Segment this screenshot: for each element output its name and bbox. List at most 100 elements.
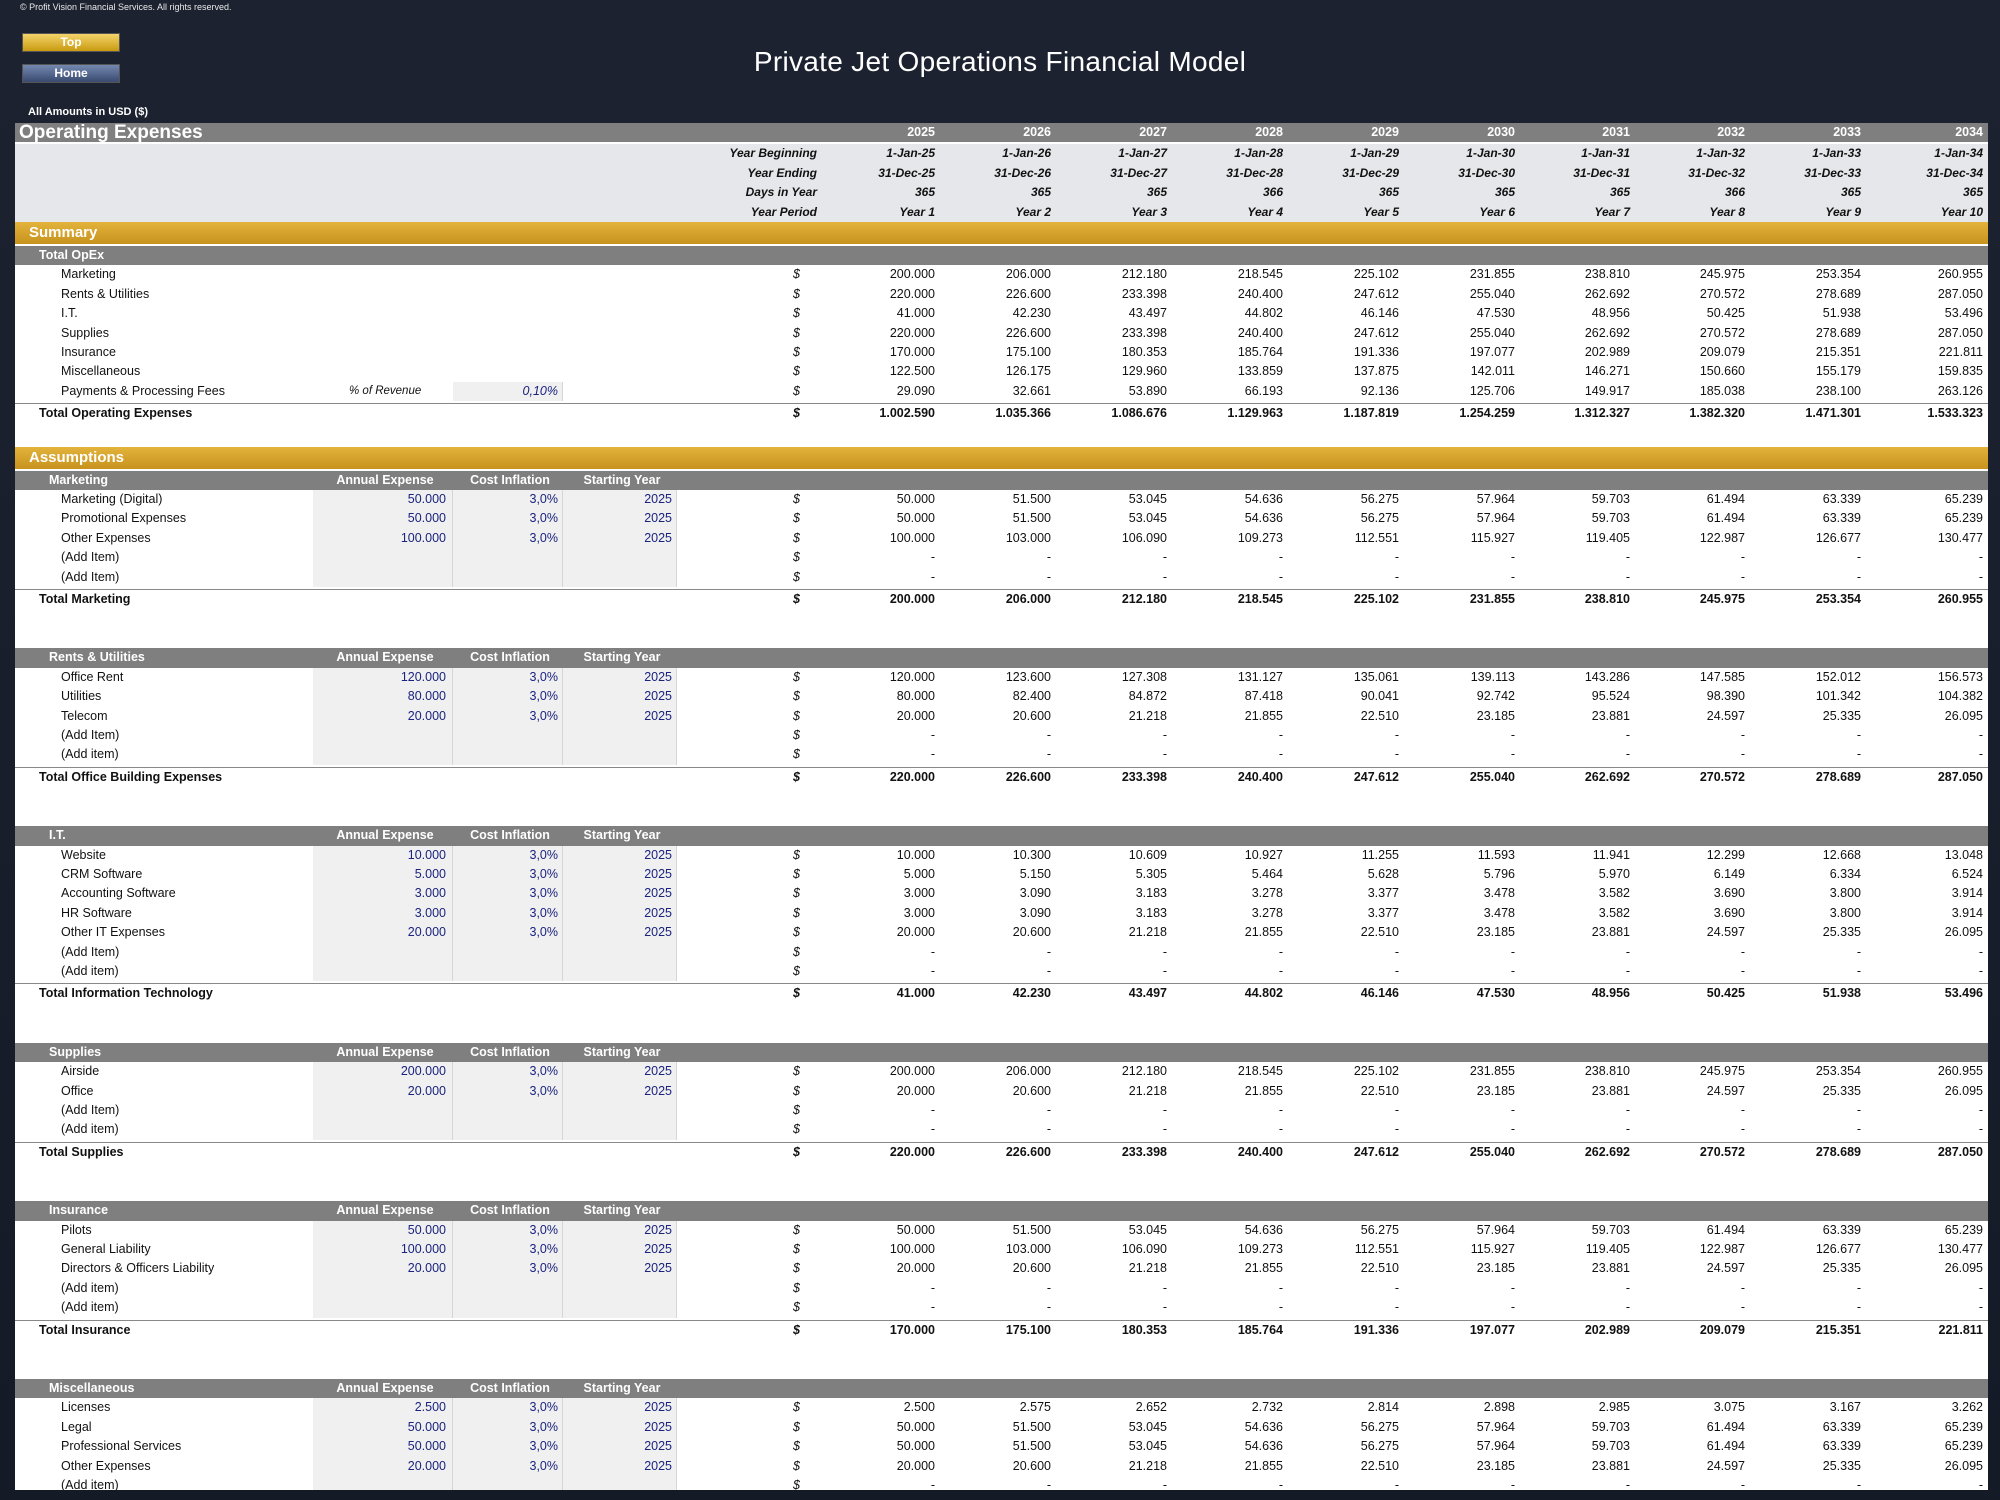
group-total-year-4[interactable]: 218.545	[1237, 592, 1283, 606]
group-total-year-8[interactable]: 209.079	[1699, 1322, 1745, 1337]
assumption-year-3[interactable]: -	[1162, 944, 1167, 959]
assumption-year-3[interactable]: -	[1162, 1300, 1167, 1315]
summary-year-2[interactable]: 32.661	[1012, 383, 1051, 398]
total-year-9[interactable]: 1.471.301	[1805, 406, 1861, 421]
group-total-year-2[interactable]: 206.000	[1005, 592, 1051, 606]
summary-year-6[interactable]: 125.706	[1469, 383, 1515, 398]
meta-year-1[interactable]: 1-Jan-25	[886, 146, 935, 161]
starting-year-input[interactable]: 2025	[563, 1062, 677, 1082]
assumption-year-8[interactable]: 24.597	[1706, 708, 1745, 723]
assumption-year-5[interactable]: -	[1394, 569, 1399, 584]
assumption-year-5[interactable]: -	[1394, 550, 1399, 565]
assumption-year-6[interactable]: 11.593	[1477, 847, 1515, 862]
assumption-year-5[interactable]: 22.510	[1360, 708, 1399, 723]
assumption-year-10[interactable]: -	[1978, 747, 1983, 762]
assumption-year-9[interactable]: -	[1856, 944, 1861, 959]
summary-year-8[interactable]: 270.572	[1699, 325, 1745, 340]
group-total-year-7[interactable]: 262.692	[1584, 1144, 1630, 1159]
cost-inflation-input[interactable]: 3,0%	[453, 509, 563, 529]
assumption-year-4[interactable]: -	[1278, 1300, 1283, 1315]
summary-year-4[interactable]: 185.764	[1237, 345, 1283, 359]
group-total-year-5[interactable]: 191.336	[1353, 1322, 1399, 1337]
assumption-year-9[interactable]: 126.677	[1815, 1242, 1861, 1256]
assumption-year-6[interactable]: -	[1510, 1103, 1515, 1117]
assumption-year-2[interactable]: 51.500	[1012, 492, 1051, 506]
starting-year-input[interactable]	[563, 745, 677, 765]
summary-year-9[interactable]: 238.100	[1815, 383, 1861, 398]
assumption-year-3[interactable]: -	[1162, 1280, 1167, 1295]
meta-year-10[interactable]: 365	[1962, 185, 1983, 200]
assumption-year-9[interactable]: 63.339	[1822, 511, 1861, 526]
assumption-year-8[interactable]: 6.149	[1713, 867, 1745, 881]
group-total-year-4[interactable]: 240.400	[1237, 1144, 1283, 1159]
group-total-year-9[interactable]: 278.689	[1815, 769, 1861, 784]
assumption-year-10[interactable]: 65.239	[1944, 1419, 1983, 1434]
group-total-year-6[interactable]: 231.855	[1469, 592, 1515, 606]
assumption-year-1[interactable]: 50.000	[896, 1419, 935, 1434]
assumption-year-5[interactable]: 3.377	[1367, 886, 1399, 901]
summary-year-8[interactable]: 209.079	[1699, 345, 1745, 359]
group-total-year-3[interactable]: 43.497	[1128, 986, 1167, 1001]
top-button[interactable]: Top	[22, 33, 120, 52]
starting-year-input[interactable]	[563, 942, 677, 962]
group-total-year-8[interactable]: 270.572	[1699, 769, 1745, 784]
summary-year-9[interactable]: 215.351	[1815, 345, 1861, 359]
assumption-year-5[interactable]: 112.551	[1354, 1242, 1399, 1256]
assumption-year-7[interactable]: -	[1625, 747, 1630, 762]
assumption-year-2[interactable]: -	[1046, 1103, 1051, 1117]
summary-year-2[interactable]: 226.600	[1005, 325, 1051, 340]
assumption-year-4[interactable]: -	[1278, 964, 1283, 978]
assumption-year-8[interactable]: 24.597	[1706, 925, 1745, 940]
assumption-year-4[interactable]: 131.127	[1237, 669, 1283, 684]
summary-year-2[interactable]: 226.600	[1005, 286, 1051, 301]
assumption-year-5[interactable]: 90.041	[1360, 689, 1399, 704]
meta-year-7[interactable]: Year 7	[1594, 204, 1630, 219]
starting-year-input[interactable]: 2025	[563, 1220, 677, 1240]
assumption-year-6[interactable]: 23.185	[1476, 1083, 1515, 1098]
assumption-year-5[interactable]: 56.275	[1360, 1419, 1399, 1434]
assumption-year-9[interactable]: -	[1856, 747, 1861, 762]
assumption-year-10[interactable]: 26.095	[1944, 708, 1983, 723]
meta-year-5[interactable]: Year 5	[1363, 204, 1399, 219]
annual-expense-input[interactable]	[313, 567, 453, 587]
meta-year-2[interactable]: 1-Jan-26	[1002, 146, 1051, 161]
assumption-year-5[interactable]: 56.275	[1360, 492, 1399, 506]
group-total-year-2[interactable]: 42.230	[1012, 986, 1051, 1001]
group-total-year-7[interactable]: 238.810	[1584, 592, 1630, 606]
summary-year-3[interactable]: 233.398	[1121, 325, 1167, 340]
summary-year-7[interactable]: 146.271	[1584, 364, 1630, 379]
summary-year-9[interactable]: 51.938	[1822, 306, 1861, 321]
annual-expense-input[interactable]: 50.000	[313, 1417, 453, 1438]
assumption-year-1[interactable]: 80.000	[896, 689, 935, 704]
annual-expense-input[interactable]	[313, 1101, 453, 1121]
assumption-year-9[interactable]: -	[1856, 550, 1861, 565]
assumption-year-5[interactable]: 2.814	[1367, 1400, 1399, 1415]
assumption-year-5[interactable]: 56.275	[1360, 1439, 1399, 1454]
assumption-year-1[interactable]: 200.000	[889, 1064, 935, 1079]
group-total-year-3[interactable]: 233.398	[1121, 1144, 1167, 1159]
assumption-year-4[interactable]: -	[1278, 569, 1283, 584]
group-total-year-1[interactable]: 41.000	[896, 986, 935, 1001]
annual-expense-input[interactable]	[313, 745, 453, 765]
assumption-year-4[interactable]: 21.855	[1244, 1261, 1283, 1276]
summary-year-5[interactable]: 247.612	[1353, 286, 1399, 301]
header-year-8[interactable]: 2032	[1717, 125, 1745, 139]
starting-year-input[interactable]: 2025	[563, 884, 677, 904]
assumption-year-7[interactable]: -	[1625, 569, 1630, 584]
meta-year-4[interactable]: 366	[1262, 185, 1283, 200]
assumption-year-1[interactable]: -	[930, 964, 935, 978]
annual-expense-input[interactable]: 50.000	[313, 490, 453, 510]
cost-inflation-input[interactable]: 3,0%	[453, 687, 563, 707]
assumption-year-7[interactable]: -	[1625, 1280, 1630, 1295]
assumption-year-9[interactable]: 25.335	[1822, 1083, 1861, 1098]
summary-year-3[interactable]: 53.890	[1128, 383, 1167, 398]
assumption-year-6[interactable]: 2.898	[1483, 1400, 1515, 1415]
assumption-year-7[interactable]: 23.881	[1591, 925, 1630, 940]
assumption-year-2[interactable]: 10.300	[1012, 847, 1051, 862]
assumption-year-3[interactable]: -	[1162, 569, 1167, 584]
group-total-year-2[interactable]: 175.100	[1005, 1322, 1051, 1337]
assumption-year-3[interactable]: 53.045	[1128, 1439, 1167, 1454]
assumption-year-4[interactable]: 21.855	[1244, 1458, 1283, 1473]
annual-expense-input[interactable]	[313, 962, 453, 982]
group-total-year-5[interactable]: 46.146	[1360, 986, 1399, 1001]
